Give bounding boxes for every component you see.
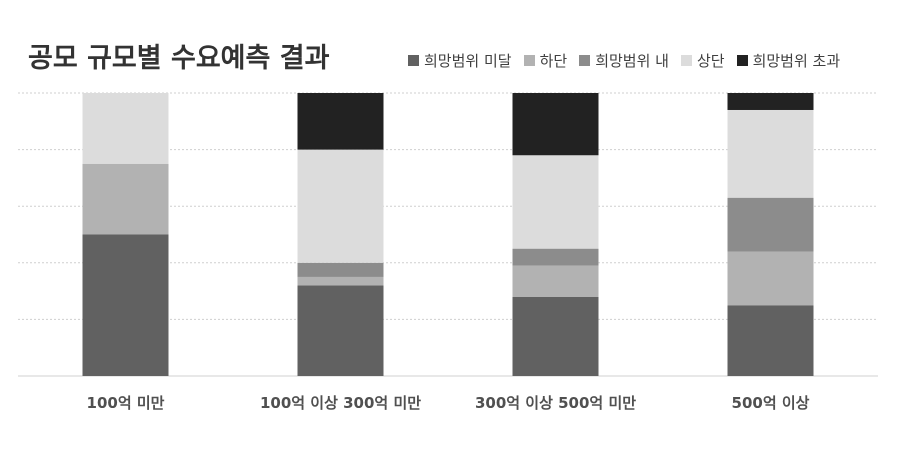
legend-label: 희망범위 미달: [424, 52, 512, 70]
legend-label: 상단: [696, 52, 725, 70]
x-tick-label: 100억 미만: [87, 394, 165, 412]
legend-swatch: [408, 55, 419, 66]
legend-label: 하단: [539, 52, 568, 70]
bar-segment: [727, 197, 814, 252]
bar-segment: [727, 93, 814, 110]
x-tick-label: 100억 이상 300억 미만: [260, 394, 421, 412]
bar-segment: [727, 109, 814, 198]
bar-segment: [727, 305, 814, 376]
bar-segment: [82, 234, 169, 376]
legend: 희망범위 미달 하단 희망범위 내 상단 희망범위 초과: [408, 50, 840, 71]
bar-segment: [82, 163, 169, 235]
legend-item-within-range: 희망범위 내: [579, 50, 669, 71]
bar-segment: [512, 155, 599, 249]
bar-segment: [297, 285, 384, 376]
chart-title: 공모 규모별 수요예측 결과: [28, 43, 330, 74]
legend-item-lower-end: 하단: [523, 50, 568, 71]
legend-swatch: [680, 55, 692, 66]
bar-segment: [512, 248, 599, 266]
legend-item-above-range: 희망범위 초과: [736, 50, 841, 71]
legend-item-upper-end: 상단: [680, 50, 725, 71]
bar-segment: [727, 251, 814, 306]
bar-segment: [512, 296, 599, 376]
bar-segment: [512, 265, 599, 297]
bar-segment: [297, 276, 384, 286]
bar-segment: [297, 262, 384, 277]
x-tick-label: 300억 이상 500억 미만: [475, 394, 636, 412]
legend-label: 희망범위 초과: [752, 52, 841, 70]
bar-segment: [512, 93, 599, 156]
legend-item-below-range: 희망범위 미달: [408, 50, 512, 71]
legend-label: 희망범위 내: [595, 52, 669, 70]
legend-swatch: [579, 55, 591, 66]
x-tick-label: 500억 이상: [732, 394, 810, 412]
legend-swatch: [736, 55, 748, 66]
legend-swatch: [523, 55, 535, 66]
bar-segment: [297, 149, 384, 263]
bar-segment: [82, 93, 169, 164]
bar-segment: [297, 93, 384, 150]
